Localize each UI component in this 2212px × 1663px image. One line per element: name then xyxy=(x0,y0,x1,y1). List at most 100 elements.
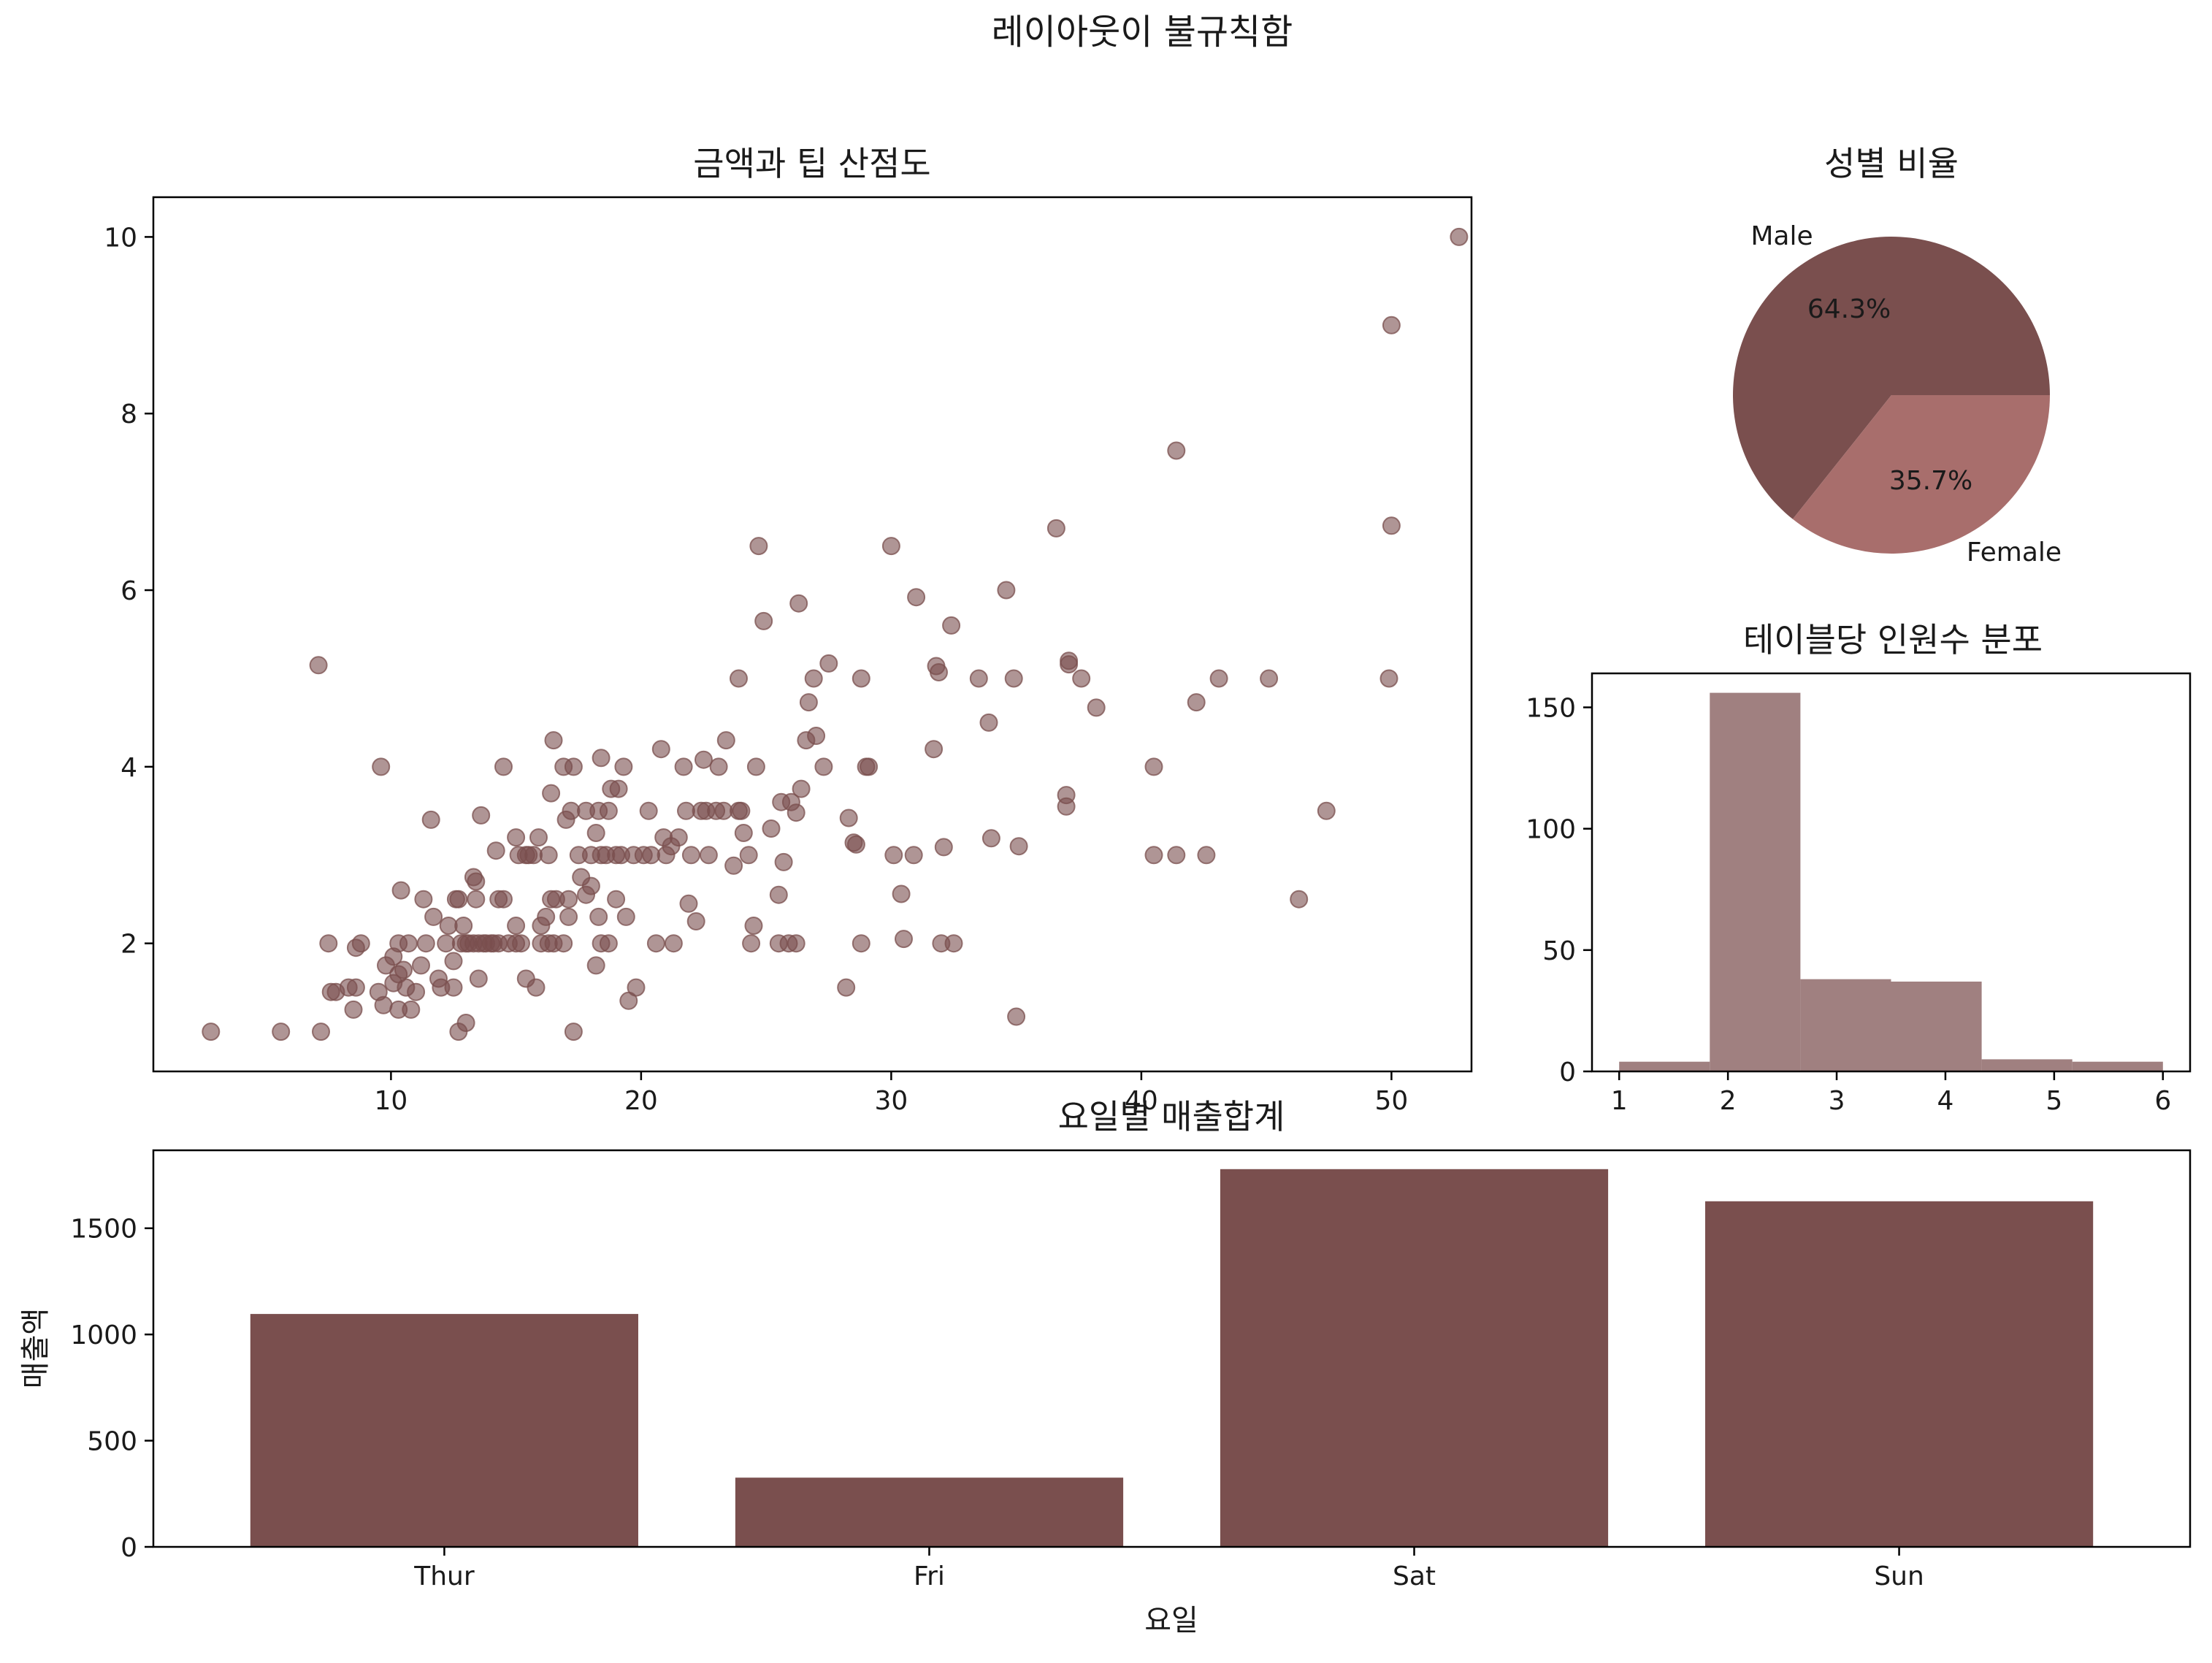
scatter-point xyxy=(586,956,605,975)
scatter-point xyxy=(694,750,713,769)
scatter-point xyxy=(846,835,865,854)
scatter-point xyxy=(469,969,488,988)
scatter-point xyxy=(709,757,728,776)
scatter-point xyxy=(402,1000,421,1019)
scatter-point xyxy=(407,982,426,1001)
scatter-point xyxy=(1144,757,1163,776)
scatter-y-tick-label: 8 xyxy=(120,399,137,429)
histogram-x-tick-label: 5 xyxy=(2045,1086,2062,1116)
scatter-point xyxy=(374,995,393,1014)
scatter-point xyxy=(997,581,1016,600)
scatter-point xyxy=(312,1022,330,1041)
scatter-point xyxy=(734,824,753,842)
scatter-point xyxy=(792,779,811,798)
scatter-point xyxy=(421,810,440,829)
scatter-point xyxy=(646,934,665,953)
scatter-point xyxy=(669,828,688,847)
scatter-point xyxy=(1046,519,1065,538)
scatter-point xyxy=(467,890,486,909)
scatter-point xyxy=(1060,655,1079,674)
scatter-point xyxy=(716,731,735,750)
scatter-point xyxy=(851,934,870,953)
bar-y-tick-label: 500 xyxy=(87,1427,137,1457)
histogram-x-tick-label: 6 xyxy=(2154,1086,2171,1116)
scatter-point xyxy=(677,801,695,820)
histogram-bar xyxy=(2072,1061,2163,1071)
scatter-point xyxy=(787,934,805,953)
scatter-title: 금액과 팁 산점도 xyxy=(693,144,930,183)
scatter-point xyxy=(581,876,600,895)
pie-title: 성별 비율 xyxy=(1824,144,1959,183)
scatter-point xyxy=(416,934,435,953)
pie-pct-male: 64.3% xyxy=(1807,294,1891,324)
histogram-x-tick-label: 2 xyxy=(1720,1086,1737,1116)
scatter-point xyxy=(412,956,430,975)
scatter-point xyxy=(1004,669,1023,688)
bar-xlabel: 요일 xyxy=(1144,1604,1198,1637)
scatter-point xyxy=(599,801,618,820)
scatter-point xyxy=(309,656,328,675)
scatter-point xyxy=(524,846,543,865)
bar-x-tick-label: Thur xyxy=(413,1561,475,1591)
pie-chart: 성별 비율 Male Female 64.3% 35.7% xyxy=(1733,144,2062,567)
scatter-point xyxy=(1009,837,1028,856)
scatter-chart: 금액과 팁 산점도 10 20 30 40 50 2 4 6 8 10 xyxy=(104,144,1473,1116)
scatter-point xyxy=(814,757,833,776)
scatter-point xyxy=(616,907,635,926)
scatter-point xyxy=(679,894,698,913)
scatter-point xyxy=(589,907,608,926)
bar-sun xyxy=(1705,1201,2094,1547)
scatter-point xyxy=(895,930,913,949)
histogram-chart: 테이블당 인원수 분포 1 2 3 4 5 6 0 50 100 150 xyxy=(1526,620,2192,1116)
scatter-point xyxy=(414,890,433,909)
scatter-point xyxy=(437,934,456,953)
scatter-point xyxy=(969,669,988,688)
scatter-point xyxy=(564,1022,583,1041)
scatter-point xyxy=(444,978,463,997)
bar-title: 요일별 매출합계 xyxy=(1058,1097,1285,1136)
scatter-point xyxy=(486,841,505,860)
scatter-point xyxy=(804,669,823,688)
histogram-y-tick-label: 50 xyxy=(1542,936,1576,966)
scatter-point xyxy=(787,803,805,822)
scatter-point xyxy=(837,978,856,997)
histogram-bar xyxy=(1981,1059,2073,1071)
scatter-point xyxy=(399,934,418,953)
bar-ylabel: 매출액 xyxy=(19,1308,53,1388)
histogram-axes: 1 2 3 4 5 6 0 50 100 150 xyxy=(1526,694,2171,1116)
bar-fri xyxy=(735,1477,1124,1547)
scatter-point xyxy=(860,757,879,776)
scatter-point xyxy=(762,819,781,838)
scatter-point xyxy=(746,757,765,776)
scatter-point xyxy=(564,757,583,776)
scatter-point xyxy=(730,669,748,688)
scatter-point xyxy=(799,693,818,712)
bar-y-tick-label: 0 xyxy=(120,1533,137,1563)
scatter-point xyxy=(930,663,948,681)
bar-bars xyxy=(250,1169,2094,1547)
scatter-point xyxy=(749,537,768,556)
scatter-point xyxy=(714,801,733,820)
scatter-frame xyxy=(152,196,1473,1073)
scatter-point xyxy=(839,808,858,827)
scatter-point xyxy=(942,616,961,635)
bar-frame xyxy=(152,1149,2192,1548)
scatter-point xyxy=(344,1000,363,1019)
bar-thur xyxy=(250,1314,638,1547)
pie-slice-female xyxy=(1792,395,2050,554)
scatter-point xyxy=(651,740,670,759)
scatter-point xyxy=(904,846,923,865)
scatter-point xyxy=(444,952,463,971)
scatter-point xyxy=(1007,1007,1026,1026)
scatter-point xyxy=(456,1014,475,1032)
scatter-point xyxy=(507,828,526,847)
histogram-bars xyxy=(1619,692,2163,1071)
scatter-y-tick-label: 6 xyxy=(120,576,137,606)
histogram-y-tick-label: 100 xyxy=(1526,815,1576,845)
scatter-point xyxy=(789,594,808,613)
histogram-frame xyxy=(1591,672,2192,1073)
histogram-title: 테이블당 인원수 분포 xyxy=(1743,620,2043,660)
scatter-point xyxy=(664,934,683,953)
scatter-point xyxy=(1317,801,1336,820)
scatter-point xyxy=(881,537,900,556)
